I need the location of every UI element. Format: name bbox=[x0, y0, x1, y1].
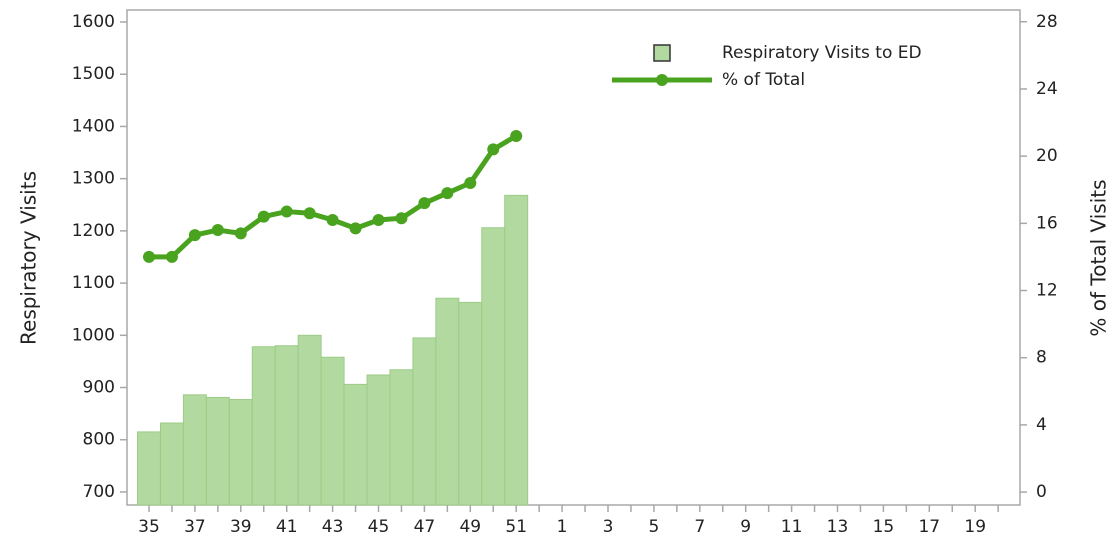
x-tick-label: 47 bbox=[414, 517, 436, 537]
line-point bbox=[143, 250, 155, 263]
line-point bbox=[234, 227, 247, 240]
bar bbox=[182, 394, 207, 506]
bar bbox=[481, 227, 506, 506]
legend-marker bbox=[656, 74, 668, 86]
plot-frame bbox=[126, 9, 1021, 506]
bar bbox=[320, 356, 345, 506]
x-tick-label: 7 bbox=[694, 517, 705, 537]
bar bbox=[274, 345, 299, 506]
line-point bbox=[510, 129, 523, 142]
y2-tick-label: 8 bbox=[1036, 348, 1047, 368]
y-axis-label: Respiratory Visits bbox=[17, 171, 41, 345]
y2-tick-label: 20 bbox=[1036, 146, 1058, 166]
x-tick-label: 3 bbox=[603, 517, 614, 537]
y2-tick-label: 12 bbox=[1036, 281, 1058, 301]
x-tick-label: 35 bbox=[138, 517, 160, 537]
x-tick-label: 9 bbox=[740, 517, 751, 537]
y-tick-label: 1200 bbox=[72, 221, 115, 241]
y-tick-label: 800 bbox=[83, 430, 115, 450]
x-tick-label: 15 bbox=[873, 517, 895, 537]
y-tick-label: 900 bbox=[83, 378, 115, 398]
line-point bbox=[349, 222, 362, 235]
x-tick-label: 17 bbox=[918, 517, 940, 537]
y-tick-label: 1500 bbox=[72, 64, 115, 84]
line bbox=[149, 133, 518, 260]
legend-label: Respiratory Visits to ED bbox=[722, 43, 922, 63]
line-point bbox=[211, 224, 224, 237]
x-tick-label: 45 bbox=[368, 517, 390, 537]
line-point bbox=[326, 213, 339, 226]
bar bbox=[297, 334, 322, 506]
line-point bbox=[418, 197, 431, 210]
bar bbox=[389, 369, 414, 506]
x-tick-label: 19 bbox=[964, 517, 986, 537]
x-tick-label: 39 bbox=[230, 517, 252, 537]
line-point bbox=[372, 213, 385, 226]
line-point bbox=[280, 205, 293, 218]
bar bbox=[504, 194, 529, 506]
line-point bbox=[303, 207, 316, 220]
y-tick-label: 1100 bbox=[72, 273, 115, 293]
x-tick-label: 1 bbox=[557, 517, 568, 537]
line-point bbox=[464, 177, 477, 190]
bar bbox=[343, 383, 368, 506]
y-tick-label: 1400 bbox=[72, 116, 115, 136]
y-tick-label: 1300 bbox=[72, 169, 115, 189]
bar bbox=[458, 301, 483, 506]
y-tick-label: 700 bbox=[83, 482, 115, 502]
x-tick-label: 37 bbox=[184, 517, 206, 537]
x-tick-label: 11 bbox=[781, 517, 803, 537]
bar bbox=[435, 297, 460, 506]
y2-axis-label: % of Total Visits bbox=[1087, 179, 1111, 336]
bar bbox=[159, 422, 184, 506]
bar bbox=[205, 396, 230, 506]
line-point bbox=[487, 143, 500, 156]
x-tick-label: 51 bbox=[505, 517, 527, 537]
y2-tick-label: 0 bbox=[1036, 482, 1047, 502]
x-tick-label: 41 bbox=[276, 517, 298, 537]
bar bbox=[251, 346, 276, 506]
bar bbox=[412, 337, 437, 506]
legend-label: % of Total bbox=[722, 70, 805, 90]
x-tick-label: 5 bbox=[648, 517, 659, 537]
x-tick-label: 13 bbox=[827, 517, 849, 537]
x-tick-label: 43 bbox=[322, 517, 344, 537]
line-point bbox=[395, 212, 408, 225]
line-point bbox=[441, 187, 454, 200]
y2-tick-label: 24 bbox=[1036, 79, 1058, 99]
y2-tick-label: 28 bbox=[1036, 12, 1058, 32]
bar bbox=[137, 431, 161, 506]
line-point bbox=[165, 250, 178, 263]
y2-tick-label: 4 bbox=[1036, 415, 1047, 435]
y-tick-label: 1000 bbox=[72, 325, 115, 345]
x-tick-label: 49 bbox=[459, 517, 481, 537]
legend-swatch bbox=[653, 44, 671, 62]
line-point bbox=[188, 229, 201, 242]
line-point bbox=[257, 210, 270, 223]
y-tick-label: 1600 bbox=[72, 12, 115, 32]
y2-tick-label: 16 bbox=[1036, 213, 1058, 233]
bar bbox=[228, 399, 253, 506]
bar bbox=[366, 374, 391, 506]
